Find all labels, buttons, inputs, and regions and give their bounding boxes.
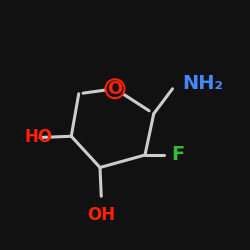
Text: NH₂: NH₂ [182,74,224,93]
Text: HO: HO [25,128,53,146]
Text: F: F [171,146,184,165]
Circle shape [106,79,124,98]
Text: OH: OH [87,206,115,224]
Text: O: O [108,80,122,98]
